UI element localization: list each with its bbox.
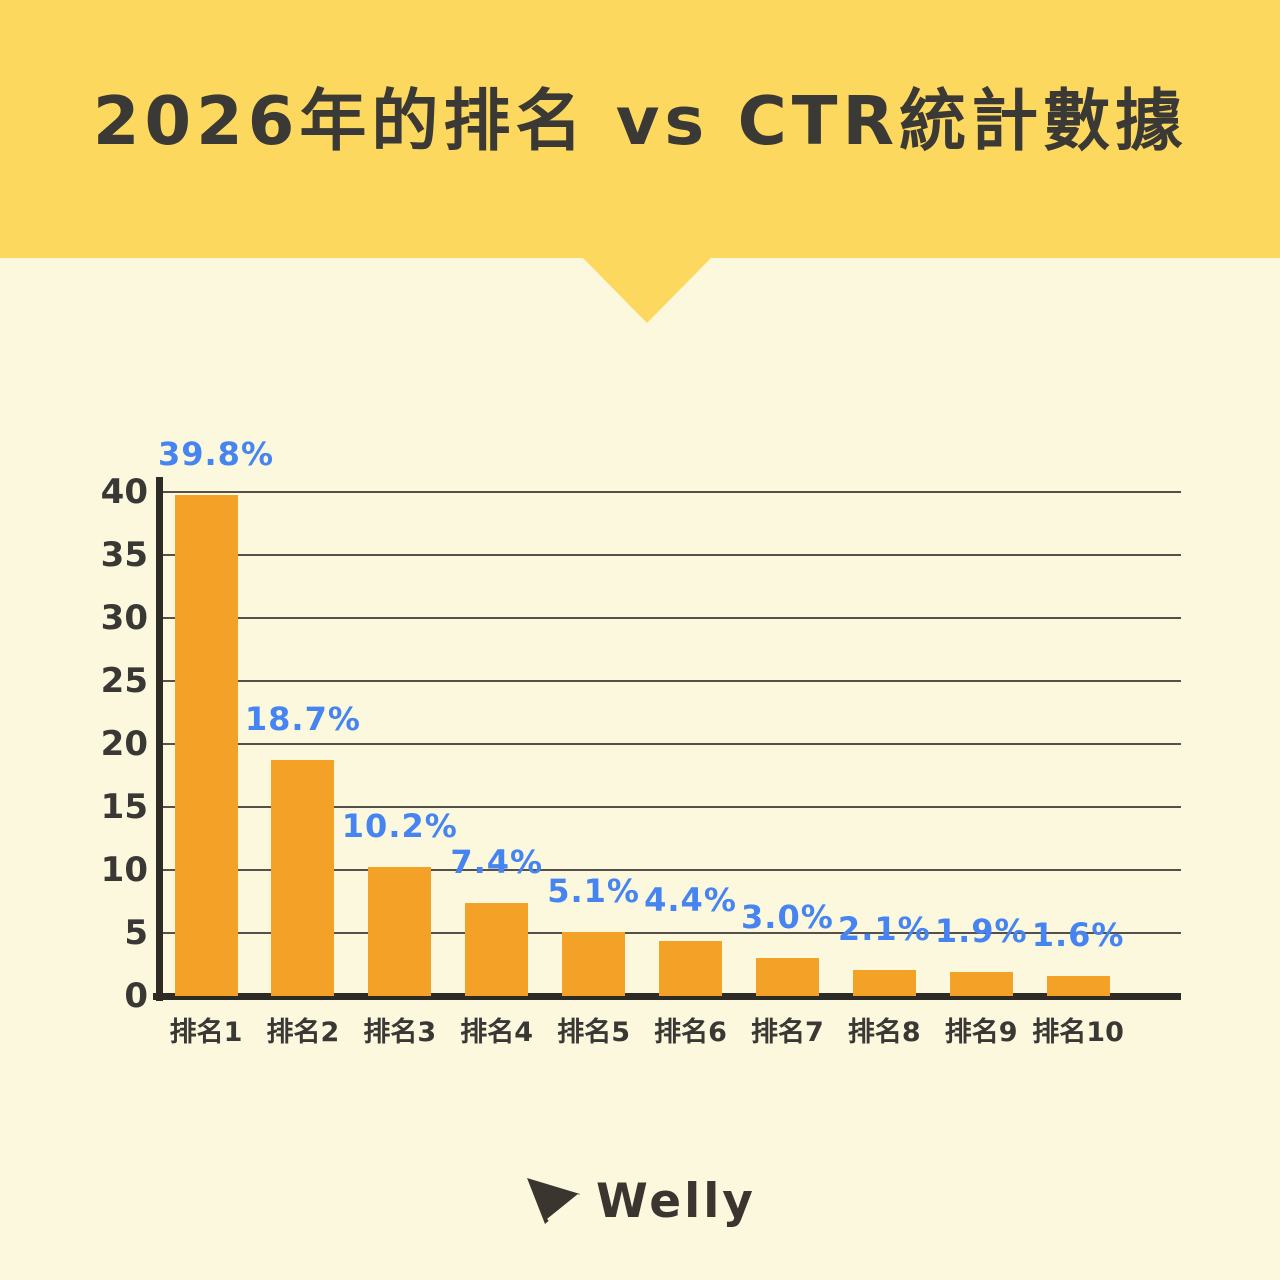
x-tick-label-排名3: 排名3: [363, 1017, 437, 1048]
x-tick-label-排名4: 排名4: [460, 1017, 534, 1048]
page-title: 2026年的排名 vs CTR統計數據: [92, 81, 1188, 160]
y-tick-label-25: 25: [100, 661, 148, 701]
bar-value-label-排名2: 18.7%: [244, 700, 361, 739]
bar-value-label-排名1: 39.8%: [157, 434, 275, 473]
bar-value-label-排名8: 2.1%: [837, 909, 931, 948]
x-tick-label-排名8: 排名8: [847, 1017, 921, 1048]
bar-value-label-排名7: 3.0%: [741, 898, 834, 937]
bar-value-label-排名9: 1.9%: [934, 912, 1028, 951]
gridline-35: [163, 554, 1181, 556]
bar-value-label-排名5: 5.1%: [547, 871, 640, 910]
y-tick-label-15: 15: [100, 787, 148, 827]
bar-排名5: [562, 931, 626, 996]
y-tick-label-10: 10: [100, 850, 148, 890]
bar-排名4: [465, 902, 529, 996]
bar-排名7: [755, 958, 819, 996]
x-tick-label-排名1: 排名1: [169, 1017, 243, 1048]
x-tick-label-排名2: 排名2: [266, 1017, 340, 1048]
bar-value-label-排名6: 4.4%: [644, 880, 737, 919]
bar-value-label-排名3: 10.2%: [341, 807, 458, 846]
bar-排名1: [174, 494, 238, 996]
gridline-15: [163, 806, 1181, 808]
y-tick-label-35: 35: [100, 535, 148, 575]
gridline-30: [163, 617, 1181, 619]
paper-plane-icon: [524, 1177, 582, 1227]
y-axis-line: [156, 477, 163, 1001]
brand-name: Welly: [596, 1174, 756, 1229]
gridline-25: [163, 680, 1181, 682]
bar-排名3: [368, 867, 432, 996]
brand-logo: Welly: [0, 1172, 1280, 1232]
gridline-5: [163, 932, 1181, 934]
x-tick-label-排名7: 排名7: [750, 1017, 824, 1048]
gridline-10: [163, 869, 1181, 871]
x-tick-label-排名10: 排名10: [1032, 1017, 1124, 1048]
bar-排名9: [949, 972, 1013, 996]
gridline-40: [163, 491, 1181, 493]
header-banner: 2026年的排名 vs CTR統計數據: [0, 0, 1280, 258]
y-tick-label-5: 5: [124, 913, 148, 953]
y-tick-label-0: 0: [124, 976, 148, 1016]
bar-排名10: [1046, 975, 1110, 996]
gridline-20: [163, 743, 1181, 745]
x-tick-label-排名5: 排名5: [557, 1017, 630, 1048]
y-tick-label-30: 30: [100, 598, 148, 638]
x-tick-label-排名6: 排名6: [654, 1017, 727, 1048]
x-axis-line: [153, 993, 1181, 1000]
bar-排名6: [659, 940, 722, 996]
bar-value-label-排名10: 1.6%: [1031, 915, 1125, 954]
bar-排名8: [852, 969, 916, 996]
bar-排名2: [271, 760, 335, 996]
y-tick-label-20: 20: [100, 724, 148, 764]
bar-value-label-排名4: 7.4%: [450, 842, 544, 881]
banner-pointer-triangle: [582, 257, 712, 323]
x-tick-label-排名9: 排名9: [944, 1017, 1018, 1048]
y-tick-label-40: 40: [100, 472, 148, 512]
